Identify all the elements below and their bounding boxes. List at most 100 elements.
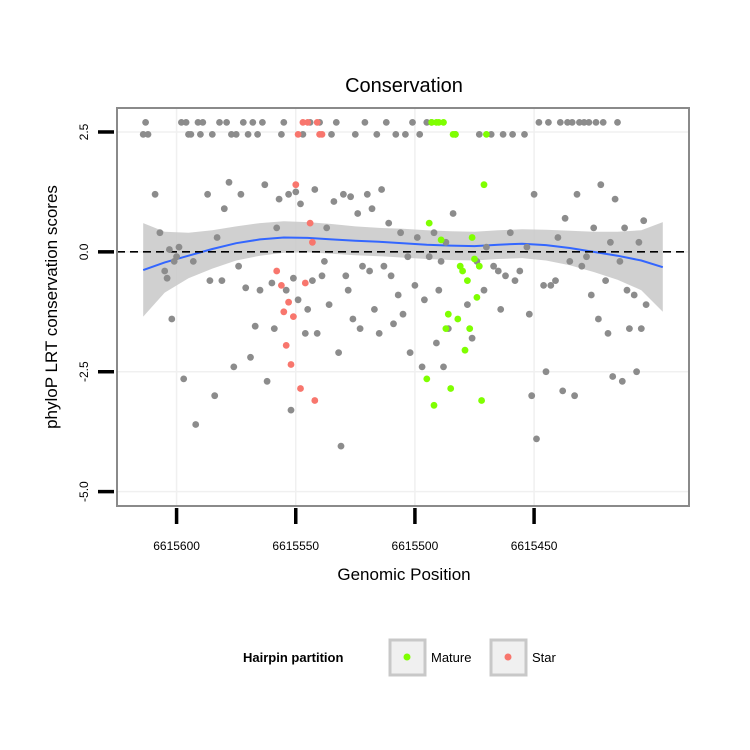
y-tick-label: 2.5 bbox=[77, 123, 91, 140]
x-axis-title: Genomic Position bbox=[337, 565, 470, 584]
data-point-other bbox=[535, 119, 543, 126]
data-point-star bbox=[304, 119, 312, 126]
data-point-other bbox=[587, 291, 595, 299]
data-point-other bbox=[525, 310, 533, 318]
points-layer bbox=[139, 119, 650, 450]
data-point-other bbox=[349, 315, 357, 323]
data-point-other bbox=[542, 368, 550, 376]
data-point-star bbox=[311, 397, 319, 404]
data-point-other bbox=[497, 306, 505, 313]
data-point-other bbox=[642, 301, 650, 308]
data-point-other bbox=[559, 387, 567, 395]
data-point-other bbox=[270, 325, 278, 332]
data-point-other bbox=[366, 267, 373, 275]
data-point-other bbox=[621, 224, 628, 232]
data-point-star bbox=[297, 385, 304, 392]
data-point-other bbox=[595, 315, 602, 323]
data-point-mature bbox=[478, 397, 485, 404]
data-point-other bbox=[287, 406, 295, 414]
data-point-other bbox=[373, 131, 381, 138]
x-axis: 6615600 6615550 6615500 6615450 bbox=[153, 508, 558, 553]
data-point-mature bbox=[466, 325, 474, 332]
data-point-mature bbox=[480, 181, 488, 189]
data-point-other bbox=[573, 190, 581, 198]
data-point-other bbox=[585, 119, 593, 126]
data-point-other bbox=[609, 373, 617, 380]
data-point-other bbox=[494, 267, 502, 275]
data-point-other bbox=[437, 258, 445, 265]
data-point-other bbox=[390, 320, 397, 328]
data-point-mature bbox=[444, 310, 452, 318]
data-point-other bbox=[361, 119, 369, 126]
data-point-other bbox=[175, 243, 183, 251]
data-point-other bbox=[640, 217, 648, 225]
data-point-other bbox=[142, 119, 150, 126]
x-tick-label: 6615500 bbox=[392, 539, 439, 553]
x-tick-label: 6615550 bbox=[272, 539, 319, 553]
data-point-other bbox=[332, 119, 340, 126]
data-point-other bbox=[213, 234, 221, 241]
data-point-other bbox=[273, 224, 281, 232]
data-point-other bbox=[521, 131, 528, 138]
data-point-other bbox=[285, 190, 292, 198]
data-point-other bbox=[430, 229, 438, 237]
data-point-other bbox=[416, 131, 424, 138]
data-point-star bbox=[299, 119, 307, 126]
data-point-other bbox=[351, 131, 359, 138]
data-point-other bbox=[490, 262, 497, 270]
legend-dot-star bbox=[504, 653, 512, 661]
data-point-mature bbox=[442, 325, 450, 332]
smooth-layer bbox=[142, 221, 664, 317]
data-point-star bbox=[280, 308, 288, 316]
legend-label-star: Star bbox=[532, 650, 557, 665]
data-point-other bbox=[499, 131, 507, 138]
x-tick-label: 6615600 bbox=[153, 539, 200, 553]
data-point-other bbox=[228, 131, 235, 138]
data-point-star bbox=[294, 131, 302, 138]
data-point-other bbox=[392, 131, 400, 138]
y-axis: 2.5 0.0 -2.5 -5.0 bbox=[77, 123, 114, 502]
data-point-other bbox=[533, 435, 540, 443]
data-point-other bbox=[290, 274, 297, 282]
confidence-band bbox=[143, 221, 663, 317]
data-point-other bbox=[556, 119, 564, 126]
data-point-other bbox=[254, 131, 261, 138]
data-point-other bbox=[397, 229, 404, 237]
data-point-other bbox=[611, 195, 619, 203]
data-point-other bbox=[340, 190, 347, 198]
data-point-other bbox=[304, 306, 312, 313]
data-point-other bbox=[187, 131, 195, 138]
data-point-other bbox=[206, 277, 214, 284]
data-point-mature bbox=[423, 375, 431, 383]
data-point-other bbox=[607, 238, 614, 246]
data-point-other bbox=[545, 119, 552, 126]
data-point-other bbox=[180, 375, 188, 383]
data-point-mature bbox=[483, 131, 490, 138]
x-tick-label: 6615450 bbox=[511, 539, 558, 553]
y-tick-label: -2.5 bbox=[77, 361, 91, 382]
data-point-other bbox=[178, 119, 185, 126]
data-point-other bbox=[554, 234, 562, 241]
data-point-other bbox=[356, 325, 364, 332]
data-point-other bbox=[173, 253, 181, 261]
data-point-other bbox=[211, 392, 219, 400]
data-point-other bbox=[604, 330, 612, 337]
data-point-other bbox=[194, 119, 202, 126]
data-point-other bbox=[363, 190, 371, 198]
data-point-other bbox=[578, 262, 586, 270]
data-point-other bbox=[144, 131, 152, 138]
data-point-mature bbox=[468, 234, 476, 241]
data-point-other bbox=[182, 119, 190, 126]
data-point-other bbox=[571, 392, 578, 400]
panel-grid bbox=[117, 108, 689, 506]
data-point-other bbox=[156, 229, 164, 237]
data-point-other bbox=[163, 274, 171, 282]
data-point-other bbox=[568, 119, 576, 126]
data-point-other bbox=[197, 131, 204, 138]
data-point-other bbox=[278, 131, 285, 138]
data-point-other bbox=[354, 210, 362, 217]
data-point-other bbox=[592, 119, 600, 126]
data-point-other bbox=[394, 291, 402, 299]
data-point-other bbox=[635, 238, 643, 246]
data-point-other bbox=[433, 339, 440, 347]
